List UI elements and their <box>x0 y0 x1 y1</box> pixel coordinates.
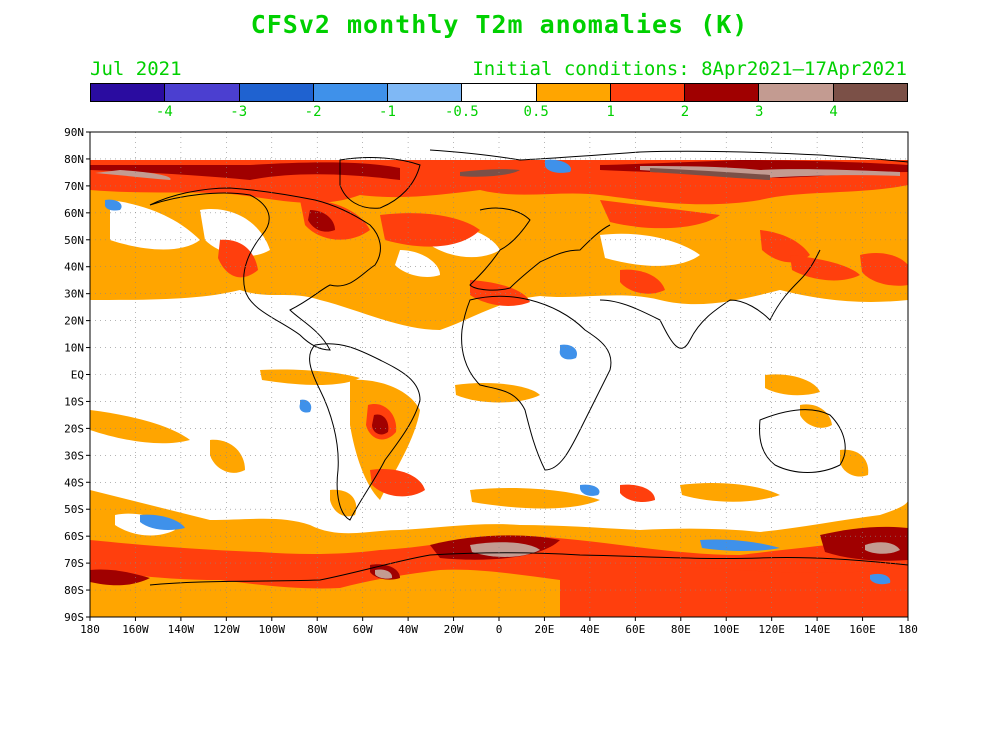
lat-label: 80S <box>64 584 84 597</box>
lat-label: 60S <box>64 530 84 543</box>
latitude-labels: 90N 80N 70N 60N 50N 40N 30N 20N 10N EQ 10S 20S 30S 40… <box>64 126 84 624</box>
colorbar-swatch <box>462 84 537 101</box>
colorbar-label: 0.5 <box>523 104 549 120</box>
lat-label: 20N <box>64 315 84 328</box>
graticule <box>90 132 908 617</box>
lon-label: 60W <box>353 623 373 636</box>
lon-label: 40W <box>398 623 418 636</box>
lon-label: 60E <box>625 623 645 636</box>
lon-label: 140E <box>804 623 831 636</box>
lat-label: 90S <box>64 611 84 624</box>
lat-label: 40N <box>64 261 84 274</box>
lat-label: 70N <box>64 180 84 193</box>
colorbar-label: -3 <box>230 104 248 120</box>
colorbar-label: 1 <box>606 104 615 120</box>
colorbar-swatch <box>685 84 760 101</box>
lat-label: 80N <box>64 153 84 166</box>
lat-label: 70S <box>64 557 84 570</box>
lon-label: 100W <box>259 623 286 636</box>
lat-label: 30S <box>64 449 84 462</box>
lon-label: 80W <box>307 623 327 636</box>
colorbar-swatch <box>313 84 389 101</box>
colorbar-swatch <box>239 84 314 101</box>
colorbar-label: -1 <box>379 104 396 120</box>
lon-label: 120E <box>758 623 785 636</box>
colorbar-swatch <box>165 84 240 101</box>
lon-label: 180 <box>80 623 100 636</box>
map-title: CFSv2 monthly T2m anomalies (K) <box>250 10 749 39</box>
lat-label: 10N <box>64 342 84 355</box>
lat-label: 30N <box>64 288 84 301</box>
lon-label: 20W <box>444 623 464 636</box>
lon-label: 160W <box>122 623 149 636</box>
coastlines <box>149 149 908 586</box>
colorbar <box>90 83 908 102</box>
colorbar-swatch <box>536 84 611 101</box>
colorbar-label: -0.5 <box>444 104 479 120</box>
colorbar-swatch <box>610 84 686 101</box>
colorbar-swatch <box>833 84 907 101</box>
lat-label: 10S <box>64 395 84 408</box>
colorbar-swatch <box>759 84 834 101</box>
lon-label: 40E <box>580 623 600 636</box>
lon-label: 180 <box>898 623 918 636</box>
lon-label: 100E <box>713 623 740 636</box>
colorbar-label: 2 <box>680 104 690 120</box>
initial-conditions-label: Initial conditions: 8Apr2021–17Apr2021 <box>472 58 907 80</box>
lon-label: 20E <box>535 623 555 636</box>
lon-label: 80E <box>671 623 691 636</box>
lon-label: 140W <box>168 623 195 636</box>
lat-label: 40S <box>64 476 84 489</box>
colorbar-label: -2 <box>304 104 322 120</box>
lon-label: 160E <box>849 623 876 636</box>
colorbar-label: 4 <box>829 104 838 120</box>
colorbar-swatch <box>91 84 166 101</box>
lat-label: 50S <box>64 503 84 516</box>
axis-ticks <box>86 131 909 621</box>
colorbar-label: -4 <box>155 104 173 120</box>
colorbar-swatch <box>388 84 463 101</box>
lon-label: 120W <box>213 623 240 636</box>
lat-label: 60N <box>64 207 84 220</box>
lat-label: 90N <box>64 126 84 139</box>
lon-label: 0 <box>496 623 503 636</box>
colorbar-label: 3 <box>755 104 764 120</box>
forecast-month-label: Jul 2021 <box>90 58 182 80</box>
lat-label: 50N <box>64 234 84 247</box>
lat-label: EQ <box>71 369 84 382</box>
longitude-labels: 180 160W 140W 120W 100W 80W 60W 40W 20W 0 20E 40E 60… <box>80 623 918 636</box>
lat-label: 20S <box>64 422 84 435</box>
